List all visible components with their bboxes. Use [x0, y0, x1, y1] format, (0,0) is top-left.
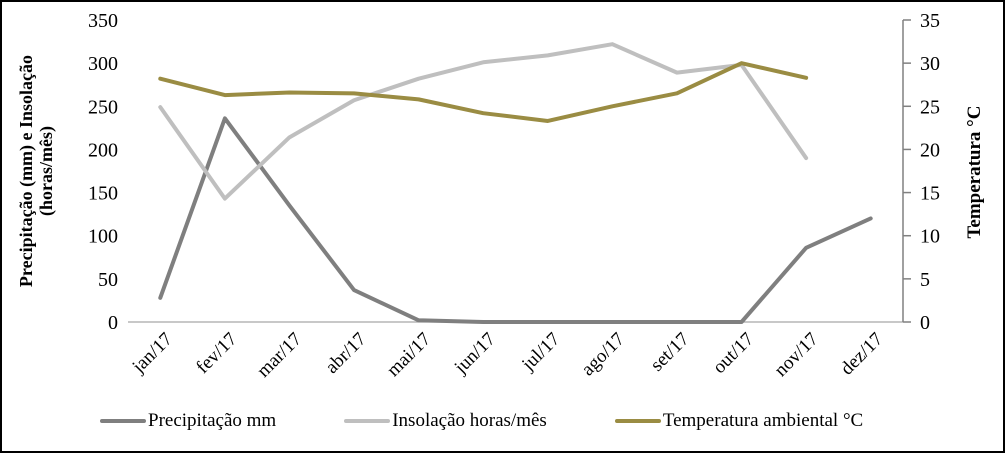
legend-label: Temperatura ambiental °C [662, 410, 864, 431]
left-axis-tick-label: 200 [88, 139, 118, 161]
legend-item-2: Temperatura ambiental °C [614, 410, 864, 432]
right-axis-tick-label: 0 [920, 312, 930, 334]
right-axis-tick-label: 30 [920, 53, 940, 75]
left-axis-tick-label: 0 [108, 312, 118, 334]
series-line-2 [158, 61, 809, 123]
series-line-0 [158, 116, 873, 324]
left-axis-tick-label: 250 [88, 96, 118, 118]
x-axis-tick-label: dez/17 [837, 329, 888, 380]
x-axis-tick-label: nov/17 [770, 329, 822, 381]
right-axis-tick-label: 35 [920, 10, 940, 32]
right-axis-tick-label: 15 [920, 183, 940, 205]
legend-swatch-icon [100, 419, 146, 423]
legend-item-0: Precipitação mm [100, 410, 276, 432]
legend-label: Precipitação mm [148, 410, 277, 431]
x-axis-tick-label: jun/17 [450, 329, 500, 379]
x-axis-tick-label: mar/17 [253, 329, 306, 382]
x-axis-tick-label: jul/17 [517, 329, 564, 376]
left-axis-tick-label: 350 [88, 10, 118, 32]
x-axis-tick-label: ago/17 [577, 329, 628, 380]
x-axis-tick-label: mai/17 [383, 329, 435, 381]
right-axis-tick-label: 25 [920, 96, 940, 118]
chart-legend: Precipitação mm Insolação horas/mês Temper… [100, 410, 863, 432]
left-axis-tick-label: 50 [98, 269, 118, 291]
x-axis-tick-label: fev/17 [192, 329, 241, 378]
legend-label: Insolação horas/mês [392, 410, 547, 431]
right-axis-tick-label: 5 [920, 269, 930, 291]
right-axis-tick-label: 10 [920, 226, 940, 248]
right-axis-tick-label: 20 [920, 139, 940, 161]
x-axis-tick-label: out/17 [709, 329, 758, 378]
legend-item-1: Insolação horas/mês [344, 410, 547, 432]
x-axis-tick-label: jan/17 [128, 329, 177, 378]
legend-swatch-icon [614, 419, 661, 423]
left-axis-tick-label: 300 [88, 53, 118, 75]
x-axis-tick-label: abr/17 [321, 329, 370, 378]
series-line-1 [158, 42, 809, 201]
legend-swatch-icon [344, 419, 391, 423]
left-axis-tick-label: 150 [88, 183, 118, 205]
x-axis-tick-label: set/17 [647, 329, 694, 376]
left-axis-tick-label: 100 [88, 226, 118, 248]
